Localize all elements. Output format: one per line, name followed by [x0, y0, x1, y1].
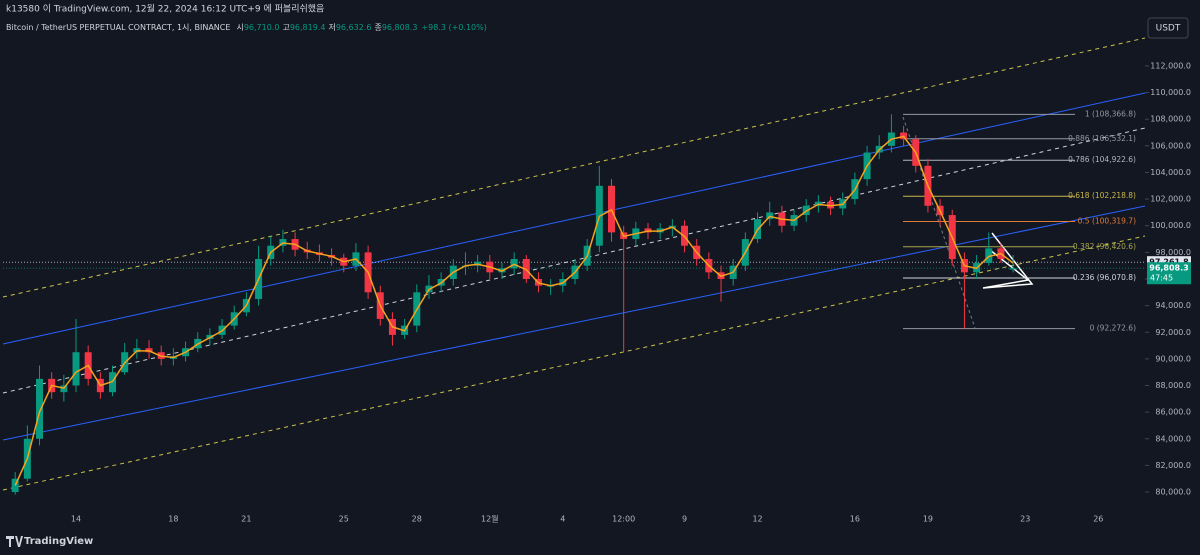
- y-tick-label: 108,000.0: [1150, 115, 1191, 124]
- fib-label: 0.886 (106,532.1): [1068, 134, 1136, 143]
- y-tick-label: 94,000.0: [1155, 301, 1191, 310]
- symbol-info: Bitcoin / TetherUS PERPETUAL CONTRACT, 1…: [6, 23, 487, 32]
- candle-body: [36, 378, 44, 439]
- x-tick-label: 12월: [481, 514, 499, 524]
- y-tick-label: 98,000.0: [1155, 248, 1191, 257]
- channel-lower-dashed: [2, 235, 1146, 491]
- ohlc-value: 96,819.4: [290, 23, 326, 32]
- candle-body: [72, 352, 80, 386]
- triangle-pattern: [982, 232, 1034, 289]
- symbol: Bitcoin / TetherUS PERPETUAL CONTRACT, 1…: [6, 23, 230, 32]
- price-marker-label: 96,808.3: [1149, 264, 1188, 273]
- x-tick-label: 19: [923, 515, 933, 524]
- y-tick-label: 86,000.0: [1155, 408, 1191, 417]
- y-tick-label: 80,000.0: [1155, 488, 1191, 497]
- x-tick-label: 12: [752, 515, 762, 524]
- ohlc-value: 96,632.6: [336, 23, 372, 32]
- x-tick-label: 14: [71, 515, 81, 524]
- y-tick-label: 82,000.0: [1155, 461, 1191, 470]
- x-tick-label: 12:00: [612, 515, 635, 524]
- fib-label: 0.618 (102,218.8): [1068, 191, 1136, 200]
- price-marker: [1147, 262, 1191, 285]
- x-tick-label: 4: [560, 515, 565, 524]
- x-tick-label: 23: [1020, 515, 1030, 524]
- candle-body: [1009, 268, 1017, 270]
- y-tick-label: 88,000.0: [1155, 381, 1191, 390]
- ohlc-label: 고: [282, 23, 289, 32]
- y-tick-label: 92,000.0: [1155, 328, 1191, 337]
- x-tick-label: 16: [850, 515, 860, 524]
- currency-button[interactable]: USDT: [1147, 17, 1189, 39]
- fib-label: 0.236 (96,070.8): [1073, 273, 1136, 282]
- fib-label: 1 (108,366.8): [1085, 109, 1136, 118]
- y-tick-label: 112,000.0: [1150, 61, 1191, 70]
- footer: TradingView: [0, 530, 1200, 551]
- y-tick-label: 84,000.0: [1155, 434, 1191, 443]
- plot-area: 1 (108,366.8) 0.886 (106,532.1) 0.786 (104…: [3, 109, 1145, 495]
- publisher-line: k13580 이 TradingView.com, 12월 22, 2024 1…: [6, 3, 324, 15]
- price-marker-timer: 47:45: [1150, 274, 1173, 283]
- ohlc-label: 저: [328, 23, 335, 32]
- change: +98.3 (+0.10%): [421, 23, 486, 32]
- ohlc-value: 96,808.3: [382, 23, 418, 32]
- x-tick-label: 9: [682, 515, 687, 524]
- button-frame[interactable]: [1147, 17, 1189, 39]
- y-tick-label: 90,000.0: [1155, 354, 1191, 363]
- x-tick-label: 25: [339, 515, 349, 524]
- y-tick-label: 100,000.0: [1150, 221, 1191, 230]
- channel-middle-dashed: [2, 127, 1146, 394]
- y-tick-label: 102,000.0: [1150, 195, 1191, 204]
- x-tick-label: 28: [412, 515, 422, 524]
- brand-logo: [6, 536, 23, 547]
- price-axis: 80,000.0 82,000.0 84,000.0 86,000.0 88,000.0…: [1145, 61, 1191, 497]
- moving-average: [14, 135, 1014, 486]
- fib-label: 0.5 (100,319.7): [1078, 216, 1136, 225]
- channel-upper-dashed: [2, 37, 1146, 298]
- ohlc-value: 96,710.0: [244, 23, 280, 32]
- price-marker-label: 97,261.8: [1149, 258, 1189, 267]
- ohlc-label: 시: [236, 23, 243, 32]
- symbol-line: Bitcoin / TetherUS PERPETUAL CONTRACT, 1…: [6, 23, 487, 32]
- y-tick-label: 104,000.0: [1150, 168, 1191, 177]
- footer-bg: [0, 530, 1200, 551]
- brand: TradingView: [24, 536, 93, 547]
- channel-upper: [2, 92, 1146, 345]
- x-tick-label: 26: [1093, 515, 1103, 524]
- fib-label: 0.382 (98,420.6): [1073, 242, 1136, 251]
- fib-label: 0 (92,272.6): [1090, 324, 1136, 333]
- ohlc-label: 종: [374, 23, 381, 32]
- x-tick-label: 21: [241, 515, 251, 524]
- fib-label: 0.786 (104,922.6): [1068, 155, 1136, 164]
- y-tick-label: 106,000.0: [1150, 141, 1191, 150]
- currency-label[interactable]: USDT: [1156, 24, 1181, 34]
- y-tick-label: 110,000.0: [1150, 88, 1191, 97]
- x-tick-label: 18: [168, 515, 178, 524]
